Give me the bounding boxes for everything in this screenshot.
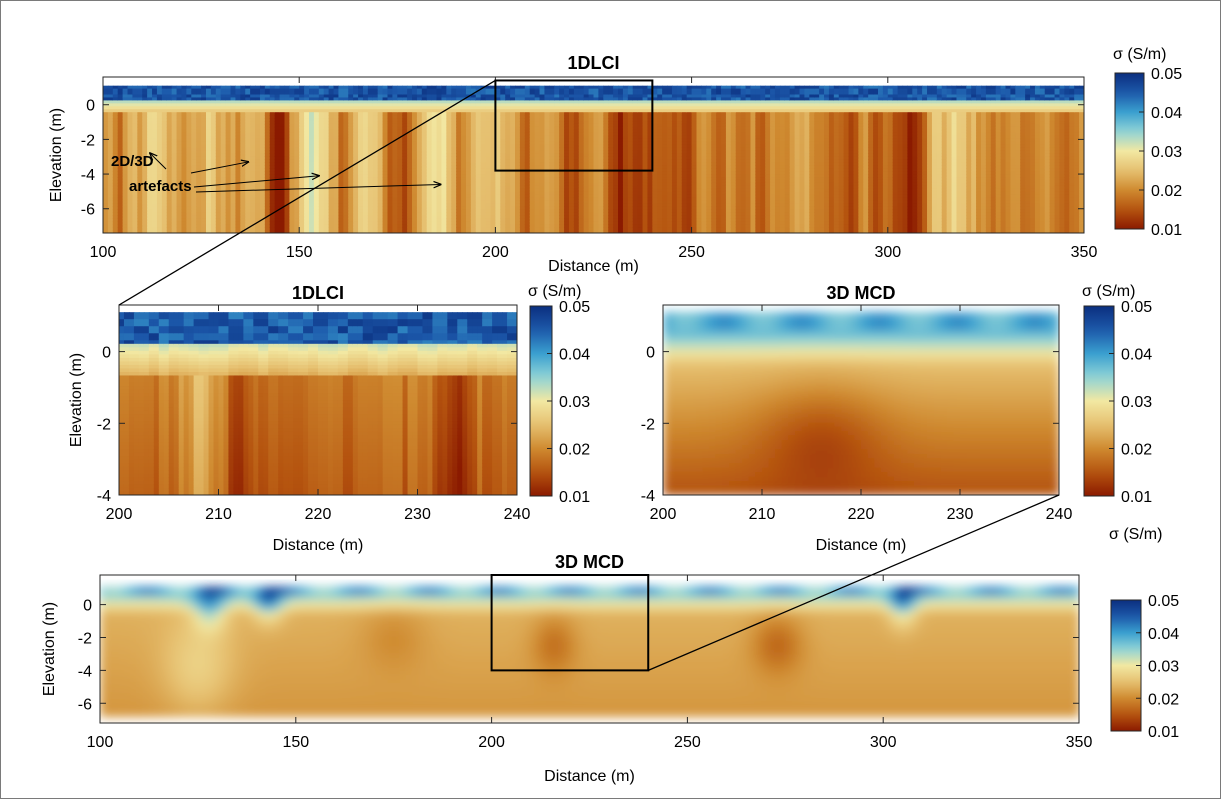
heatmap-cells bbox=[103, 86, 1085, 234]
heatmap-top bbox=[103, 86, 1085, 234]
